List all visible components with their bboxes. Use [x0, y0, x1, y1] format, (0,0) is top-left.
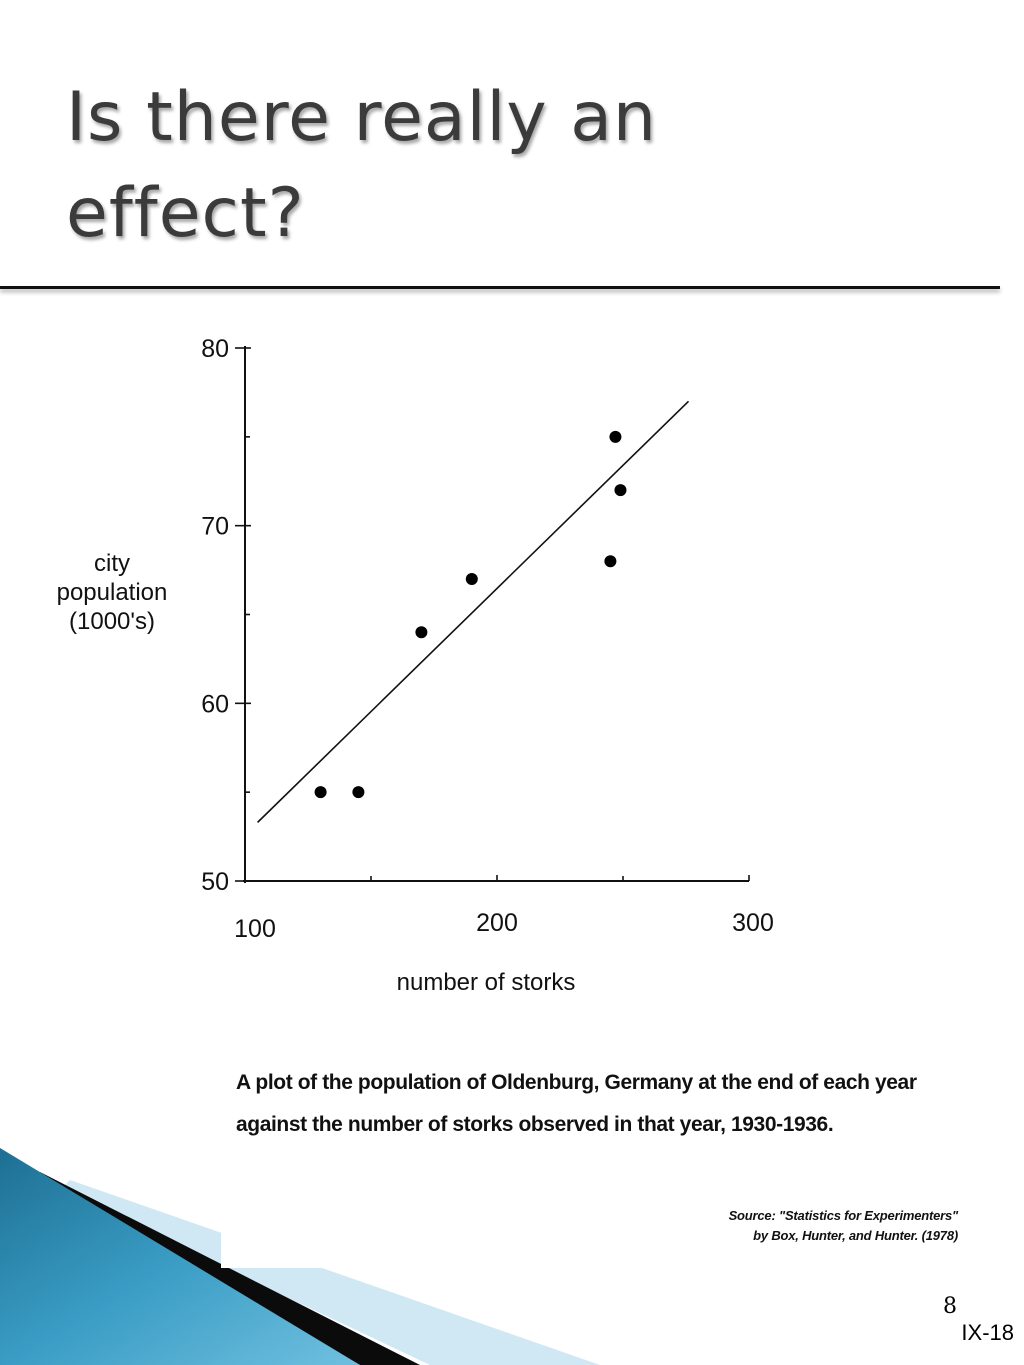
source-line-2: by Box, Hunter, and Hunter. (1978): [753, 1228, 958, 1243]
corner-decoration: [0, 1148, 600, 1365]
slide-code: IX-18: [961, 1320, 1014, 1345]
data-point: [609, 430, 622, 443]
x-tick-label: 300: [732, 909, 774, 937]
data-point: [604, 555, 617, 568]
x-tick-label: 200: [476, 909, 518, 937]
corner-black-band: [30, 1172, 420, 1365]
y-tick-label: 70: [201, 513, 229, 541]
y-tick-label: 50: [201, 868, 229, 896]
y-axis-label: population: [57, 579, 168, 606]
page-number: 8: [943, 1294, 957, 1319]
caption-line-2: against the number of storks observed in…: [236, 1113, 834, 1136]
x-axis-label: number of storks: [397, 969, 576, 996]
corner-white-block: [221, 1196, 331, 1268]
data-point: [465, 572, 478, 585]
source-citation: Source: "Statistics for Experimenters" b…: [690, 1206, 959, 1246]
y-tick-label: 80: [201, 335, 229, 363]
source-line-1: Source: "Statistics for Experimenters": [728, 1208, 959, 1223]
data-point: [415, 626, 428, 639]
y-tick-label: 60: [201, 690, 229, 718]
y-axis-label: city: [94, 550, 130, 577]
figure-caption: A plot of the population of Oldenburg, G…: [236, 1062, 956, 1146]
data-point: [614, 484, 627, 497]
corner-blue-wedge: [0, 1148, 360, 1365]
x-tick-label: 100: [234, 915, 276, 943]
y-axis-label: (1000's): [69, 608, 155, 635]
corner-light-band: [60, 1180, 600, 1365]
slide-title: Is there really an effect?: [66, 78, 657, 253]
scatter-chart: 50 60 70 80 100 200 300 number of storks citypop…: [57, 335, 774, 996]
data-point: [314, 786, 327, 799]
caption-line-1: A plot of the population of Oldenburg, G…: [236, 1071, 917, 1094]
fit-line: [257, 400, 690, 823]
data-point: [352, 786, 365, 799]
title-divider: [0, 286, 1000, 289]
